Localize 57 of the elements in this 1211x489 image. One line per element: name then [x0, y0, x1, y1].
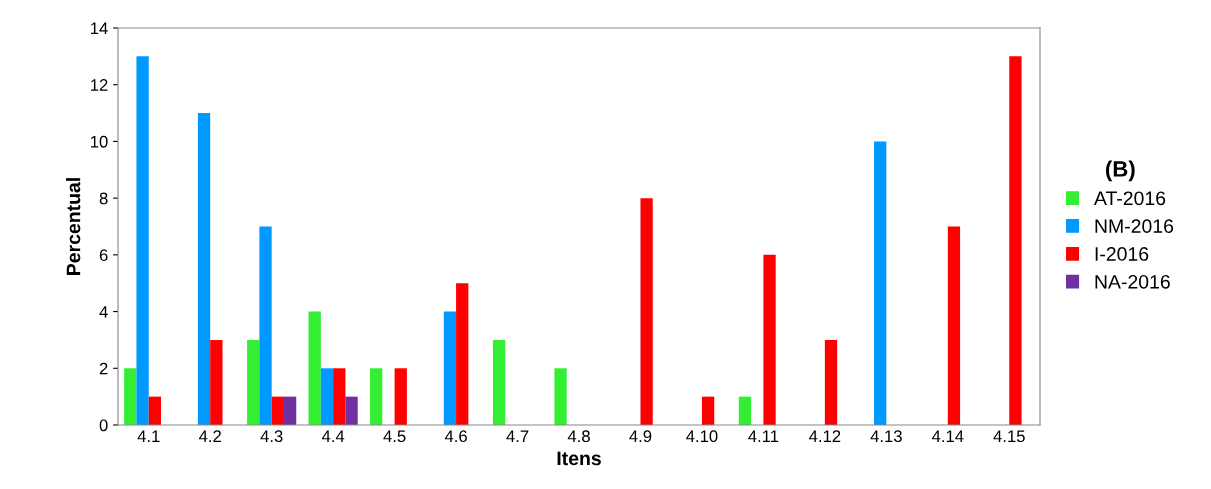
bar	[443, 311, 457, 425]
bar	[738, 396, 752, 425]
bar	[136, 56, 149, 425]
x-tick-label: 4.15	[993, 430, 1025, 443]
legend-label: NA-2016	[1095, 274, 1170, 289]
y-tick-label: 4	[99, 306, 108, 318]
bar	[283, 396, 297, 425]
x-tick-label: 4.13	[870, 430, 902, 443]
y-tick-label: 14	[91, 22, 108, 35]
bar	[763, 254, 776, 425]
bar	[1009, 56, 1022, 425]
y-tick-label: 8	[99, 192, 108, 205]
bar	[640, 198, 653, 425]
bar	[308, 311, 321, 425]
x-tick-label: 4.5	[383, 430, 406, 443]
x-tick-label: 4.8	[567, 430, 590, 443]
bar	[320, 368, 334, 425]
bar	[394, 368, 407, 425]
x-tick-label: 4.4	[321, 430, 345, 442]
y-tick-label: 10	[91, 135, 108, 148]
x-axis-title: Itens	[557, 451, 601, 466]
legend-label: AT-2016	[1093, 191, 1166, 206]
x-tick-label: 4.6	[444, 430, 467, 443]
y-axis-title: Percentual	[66, 178, 81, 275]
x-tick-label: 4.9	[629, 430, 652, 443]
bar	[947, 226, 961, 425]
bar	[124, 368, 137, 425]
bar	[370, 368, 383, 425]
legend-title: (B)	[1106, 160, 1135, 182]
y-tick-label: 12	[91, 79, 108, 91]
x-tick-label: 4.3	[260, 430, 283, 443]
bar	[247, 339, 260, 425]
bar	[456, 283, 469, 425]
y-tick-label: 2	[99, 362, 108, 375]
bar	[271, 396, 284, 425]
bar	[259, 226, 272, 425]
x-tick-label: 4.2	[199, 430, 221, 442]
bar	[874, 141, 887, 425]
bar	[701, 396, 715, 425]
bar	[554, 368, 567, 425]
legend-label: NM-2016	[1095, 219, 1174, 234]
bar	[210, 339, 223, 425]
x-tick-label: 4.11	[748, 430, 779, 442]
x-tick-label: 4.12	[809, 430, 841, 442]
x-tick-label: 4.10	[686, 430, 718, 443]
bar	[197, 113, 211, 425]
x-tick-label: 4.14	[931, 430, 964, 442]
y-tick-label: 6	[99, 249, 108, 262]
bar	[492, 339, 506, 425]
bar	[345, 396, 358, 425]
x-tick-label: 4.1	[137, 430, 160, 442]
bar	[824, 339, 838, 425]
y-tick-label: 0	[99, 419, 108, 432]
bar	[333, 368, 346, 425]
x-tick-label: 4.7	[506, 430, 529, 442]
bar	[148, 396, 162, 425]
legend-label: I-2016	[1095, 247, 1149, 261]
